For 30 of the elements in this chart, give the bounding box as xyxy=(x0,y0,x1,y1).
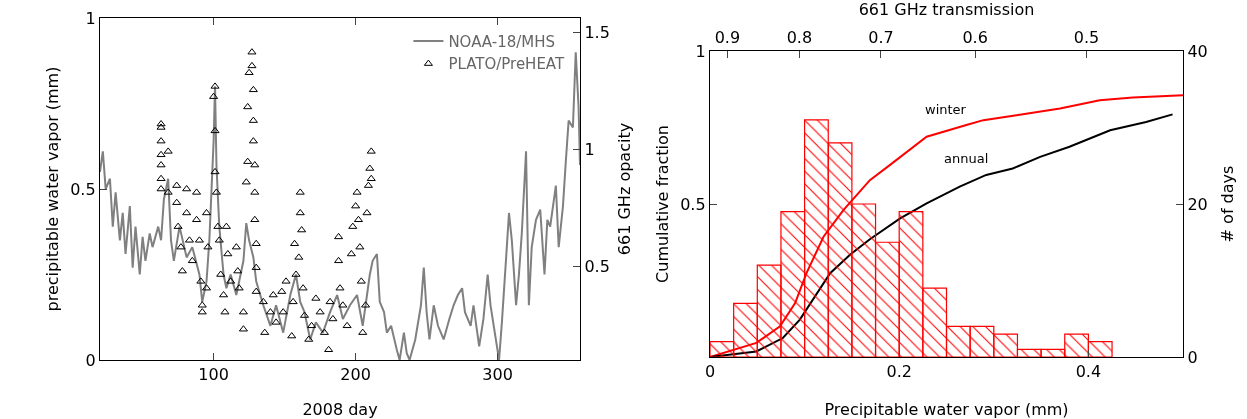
x2-tick-label: 0.6 xyxy=(962,28,988,48)
y2-tick-label: 1.5 xyxy=(584,22,610,42)
y2-tick-label: 0.5 xyxy=(584,256,610,276)
y-axis-title: precipitable water vapor (mm) xyxy=(42,66,62,312)
y2-axis-title: 661 GHz opacity xyxy=(615,122,635,256)
y2-axis-title: # of days xyxy=(1218,165,1238,243)
x-tick-label: 200 xyxy=(340,365,371,385)
line-series xyxy=(100,51,580,360)
x2-axis-title: 661 GHz transmission xyxy=(858,0,1035,19)
legend-label: NOAA-18/MHS xyxy=(448,32,556,51)
y-tick-label: 0.5 xyxy=(70,179,96,199)
x2-tick-label: 0.5 xyxy=(1073,28,1100,48)
y2-tick-label: 20 xyxy=(1187,194,1208,214)
legend-label: PLATO/PreHEAT xyxy=(448,55,565,74)
x-tick-label: 0.4 xyxy=(1075,362,1102,382)
y2-tick-label: 40 xyxy=(1187,41,1208,61)
y-axis-title: Cumulative fraction xyxy=(652,125,672,283)
y-tick-label: 1 xyxy=(85,8,96,28)
x-tick-label: 300 xyxy=(482,365,513,385)
x2-tick-label: 0.7 xyxy=(868,28,894,48)
x-axis-title: Precipitable water vapor (mm) xyxy=(824,400,1069,419)
series-label: annual xyxy=(944,151,989,166)
x2-tick-label: 0.9 xyxy=(714,28,741,48)
y2-tick-label: 0 xyxy=(1187,347,1198,367)
y2-tick-label: 1 xyxy=(584,139,595,159)
x-axis-title: 2008 day xyxy=(302,400,378,419)
series-label: winter xyxy=(925,102,967,117)
x2-tick-label: 0.8 xyxy=(786,28,813,48)
x-tick-label: 100 xyxy=(198,365,229,385)
x-tick-label: 0.2 xyxy=(886,362,912,382)
